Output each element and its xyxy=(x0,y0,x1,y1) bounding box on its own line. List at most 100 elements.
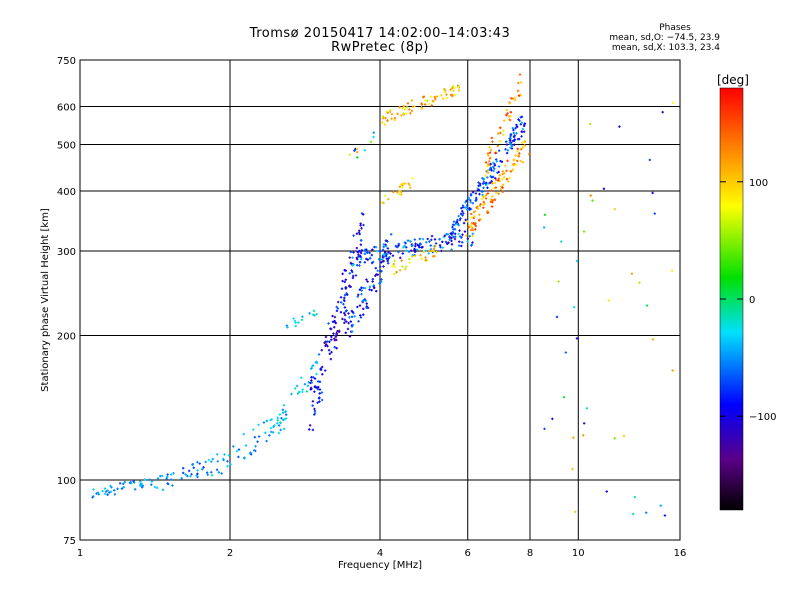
data-point xyxy=(416,243,419,247)
data-point xyxy=(180,477,183,480)
data-point xyxy=(375,273,378,276)
data-point xyxy=(316,401,319,404)
data-point xyxy=(482,203,485,207)
data-point xyxy=(457,214,460,218)
data-point xyxy=(400,259,403,262)
data-point xyxy=(523,139,527,143)
data-point xyxy=(490,175,494,179)
data-point xyxy=(397,242,401,246)
data-point xyxy=(166,482,170,486)
data-point xyxy=(358,232,361,236)
data-point xyxy=(386,119,389,123)
data-point xyxy=(373,286,376,289)
data-point xyxy=(370,253,374,257)
data-point xyxy=(192,466,195,469)
data-point xyxy=(375,249,379,253)
y-tick-label: 750 xyxy=(57,56,76,67)
data-point xyxy=(323,369,327,372)
colorbar-label: [deg] xyxy=(717,73,749,87)
data-point xyxy=(493,181,497,185)
data-point xyxy=(305,390,309,393)
data-point xyxy=(484,183,488,187)
y-tick-label: 500 xyxy=(57,141,76,152)
data-point xyxy=(406,102,410,105)
data-point xyxy=(187,469,191,473)
data-point xyxy=(630,272,634,275)
data-point xyxy=(390,112,394,116)
data-point xyxy=(318,388,322,391)
data-point xyxy=(488,168,491,171)
grid-lines xyxy=(80,60,680,540)
data-point xyxy=(242,432,245,436)
data-point xyxy=(457,89,461,92)
data-point xyxy=(226,465,229,468)
data-point xyxy=(344,313,347,317)
data-point xyxy=(313,407,316,411)
data-point xyxy=(499,188,503,191)
data-point xyxy=(506,149,510,152)
data-point xyxy=(572,436,575,439)
data-point xyxy=(519,123,522,126)
data-point xyxy=(429,244,432,247)
data-point xyxy=(350,315,354,318)
data-point xyxy=(489,175,492,178)
data-point xyxy=(243,457,246,460)
data-point xyxy=(393,116,397,120)
data-point xyxy=(298,390,301,394)
data-point xyxy=(651,338,655,341)
data-point xyxy=(454,232,457,236)
data-point xyxy=(317,385,320,389)
data-point xyxy=(484,197,488,200)
data-point xyxy=(347,312,350,315)
data-point xyxy=(386,252,389,256)
data-point xyxy=(401,252,405,255)
data-point xyxy=(380,280,383,283)
data-point xyxy=(505,114,508,117)
data-point xyxy=(514,154,517,157)
data-point xyxy=(508,118,511,121)
data-point xyxy=(106,493,109,496)
data-point xyxy=(344,331,347,334)
data-point xyxy=(382,265,385,268)
data-point xyxy=(398,192,401,196)
data-point xyxy=(441,246,444,249)
data-point xyxy=(352,274,355,278)
data-point xyxy=(286,326,289,329)
data-point xyxy=(461,241,464,244)
data-point xyxy=(103,487,107,490)
data-point xyxy=(645,304,649,307)
data-point xyxy=(308,424,312,427)
data-point xyxy=(368,285,372,288)
data-point xyxy=(257,423,260,427)
data-point xyxy=(318,396,321,399)
y-tick-label: 400 xyxy=(57,187,76,198)
data-point xyxy=(356,305,359,309)
data-point xyxy=(371,277,375,281)
data-point xyxy=(210,471,213,474)
data-point xyxy=(520,130,524,134)
data-point xyxy=(431,99,434,103)
data-point xyxy=(382,116,386,120)
data-point xyxy=(502,176,506,179)
data-point xyxy=(490,198,493,201)
data-point xyxy=(101,489,104,493)
data-point xyxy=(409,186,412,190)
data-point xyxy=(430,234,434,238)
data-point xyxy=(329,327,333,331)
data-point xyxy=(150,483,153,486)
data-point xyxy=(445,93,448,96)
data-point xyxy=(370,289,373,292)
data-point xyxy=(450,86,454,90)
data-point xyxy=(469,194,473,197)
data-point xyxy=(290,392,293,396)
data-point xyxy=(407,250,411,253)
data-point xyxy=(313,314,316,317)
data-point xyxy=(273,424,276,427)
data-point xyxy=(441,240,444,244)
data-point xyxy=(422,250,425,253)
data-point xyxy=(355,150,359,154)
data-point xyxy=(466,203,469,207)
data-point xyxy=(133,488,137,491)
data-point xyxy=(522,130,526,133)
data-point xyxy=(356,156,359,159)
